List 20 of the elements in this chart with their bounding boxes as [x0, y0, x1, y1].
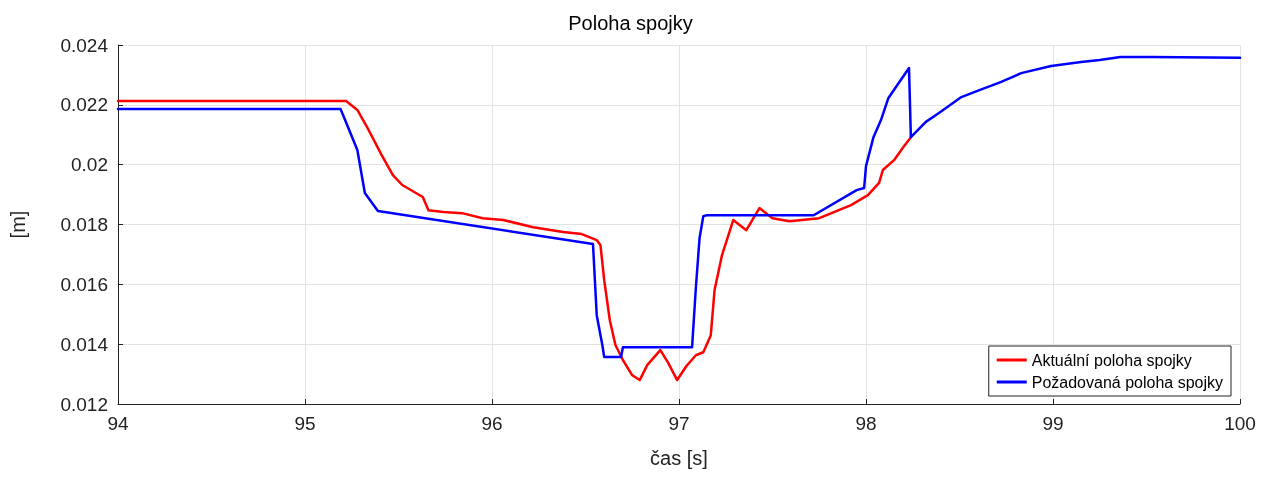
y-tick-label: 0.014	[60, 333, 109, 355]
x-tick-label: 95	[294, 413, 316, 434]
legend-label: Požadovaná poloha spojky	[1031, 373, 1223, 391]
legend-label: Aktuální poloha spojky	[1031, 351, 1192, 369]
x-tick-label: 94	[107, 413, 129, 434]
line-series	[116, 99, 913, 382]
x-tick-label: 100	[1224, 413, 1256, 434]
x-tick-label: 97	[668, 413, 690, 434]
x-tick-label: 96	[481, 413, 503, 434]
y-tick-label: 0.018	[60, 214, 108, 235]
y-tick-label: 0.022	[60, 94, 108, 116]
chart-title: Poloha spojky	[568, 12, 693, 34]
x-axis-title: čas [s]	[650, 447, 708, 469]
y-tick-label: 0.016	[60, 273, 108, 295]
y-tick-label: 0.024	[60, 34, 109, 56]
y-tick-label: 0.02	[71, 154, 108, 176]
x-tick-label: 98	[855, 413, 877, 434]
y-axis-title: [m]	[7, 210, 29, 239]
x-tick-label: 99	[1042, 413, 1064, 434]
y-tick-label: 0.012	[60, 393, 108, 415]
